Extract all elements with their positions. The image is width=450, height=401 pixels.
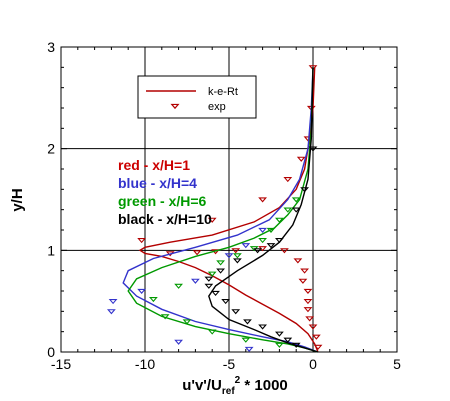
- y-tick-label: 0: [47, 344, 55, 360]
- exp-point: [283, 177, 293, 183]
- exp-point: [303, 288, 313, 295]
- exp-point: [266, 227, 276, 234]
- exp-point: [108, 299, 118, 305]
- exp-point: [149, 296, 158, 303]
- exp-point: [291, 207, 301, 213]
- x-axis-title-sup: 2: [235, 375, 241, 386]
- exp-point: [283, 207, 293, 213]
- exp-point: [192, 250, 202, 256]
- annotation-green: green - x/H=6: [118, 193, 207, 209]
- exp-point: [266, 243, 276, 249]
- exp-point: [258, 227, 267, 234]
- series-1: [107, 67, 319, 353]
- exp-point: [280, 248, 289, 254]
- series-2: [127, 67, 319, 353]
- exp-point: [293, 258, 303, 264]
- exp-point: [137, 288, 147, 295]
- exp-point: [207, 329, 217, 335]
- exp-point: [291, 342, 301, 348]
- exp-point: [241, 243, 251, 249]
- series-line: [208, 67, 319, 353]
- exp-point: [216, 260, 225, 266]
- exp-point: [308, 65, 318, 71]
- annotations: red - x/H=1 blue - x/H=4 green - x/H=6 b…: [118, 157, 212, 227]
- exp-point: [191, 278, 200, 284]
- exp-point: [174, 339, 183, 345]
- x-tick-label: 5: [393, 356, 401, 372]
- exp-point: [224, 253, 234, 259]
- y-axis-title: y/H: [9, 188, 26, 211]
- exp-point: [231, 248, 241, 254]
- legend: k-e-Rt exp: [137, 75, 257, 119]
- x-tick-label: -15: [51, 356, 71, 372]
- x-axis-title: u'v'/Uref2 * 1000: [182, 375, 288, 397]
- exp-point: [174, 283, 183, 289]
- exp-point: [291, 197, 301, 203]
- legend-label-model: k-e-Rt: [208, 86, 238, 98]
- exp-point: [244, 346, 254, 352]
- exp-point: [204, 276, 214, 282]
- x-axis-title-tail: * 1000: [240, 377, 288, 394]
- exp-point: [300, 187, 309, 193]
- legend-box: [137, 75, 257, 119]
- legend-label-exp: exp: [208, 101, 226, 113]
- x-tick-label: -5: [223, 356, 236, 372]
- annotation-blue: blue - x/H=4: [118, 175, 197, 191]
- x-ticks: -15 -10 -5 0 5: [51, 47, 401, 372]
- exp-point: [275, 238, 284, 244]
- exp-point: [258, 324, 267, 330]
- exp-point: [311, 334, 321, 340]
- exp-point: [160, 314, 170, 320]
- exp-point: [233, 258, 242, 264]
- exp-point: [275, 342, 284, 348]
- exp-point: [107, 309, 116, 315]
- series-line: [127, 67, 319, 353]
- series-layer: [107, 65, 323, 353]
- x-tick-label: -10: [135, 356, 155, 372]
- exp-point: [207, 271, 217, 277]
- exp-point: [137, 238, 147, 244]
- exp-point: [182, 319, 192, 325]
- series-line: [122, 67, 319, 353]
- exp-point: [243, 319, 252, 325]
- exp-point: [258, 197, 267, 203]
- series-3: [204, 67, 319, 353]
- exp-point: [308, 324, 318, 330]
- series-line: [138, 67, 319, 353]
- exp-point: [303, 307, 313, 313]
- exp-point: [303, 299, 313, 305]
- exp-point: [211, 290, 220, 297]
- exp-point: [308, 146, 318, 152]
- annotation-red: red - x/H=1: [118, 157, 190, 173]
- exp-point: [275, 331, 284, 337]
- exp-point: [275, 217, 284, 223]
- exp-point: [204, 283, 214, 289]
- y-tick-label: 2: [47, 141, 55, 157]
- legend-marker-swatch: [170, 103, 180, 110]
- x-tick-label: 0: [309, 356, 317, 372]
- exp-point: [207, 217, 217, 223]
- exp-point: [231, 309, 241, 315]
- x-axis-title-sub: ref: [222, 386, 235, 397]
- exp-point: [283, 337, 293, 343]
- y-tick-label: 1: [47, 242, 55, 258]
- exp-point: [298, 278, 308, 284]
- exp-point: [221, 299, 231, 305]
- exp-point: [305, 316, 315, 322]
- exp-point: [216, 268, 225, 274]
- exp-point: [300, 268, 309, 274]
- exp-point: [303, 136, 313, 142]
- y-ticks: 0 1 2 3: [47, 39, 397, 360]
- exp-point: [241, 337, 251, 343]
- y-tick-label: 3: [47, 39, 55, 55]
- exp-point: [233, 253, 242, 259]
- annotation-black: black - x/H=10: [118, 211, 212, 227]
- exp-point: [258, 238, 267, 244]
- exp-point: [253, 248, 262, 254]
- x-axis-title-main: u'v'/U: [182, 377, 222, 394]
- exp-point: [296, 156, 306, 162]
- exp-point: [313, 344, 323, 350]
